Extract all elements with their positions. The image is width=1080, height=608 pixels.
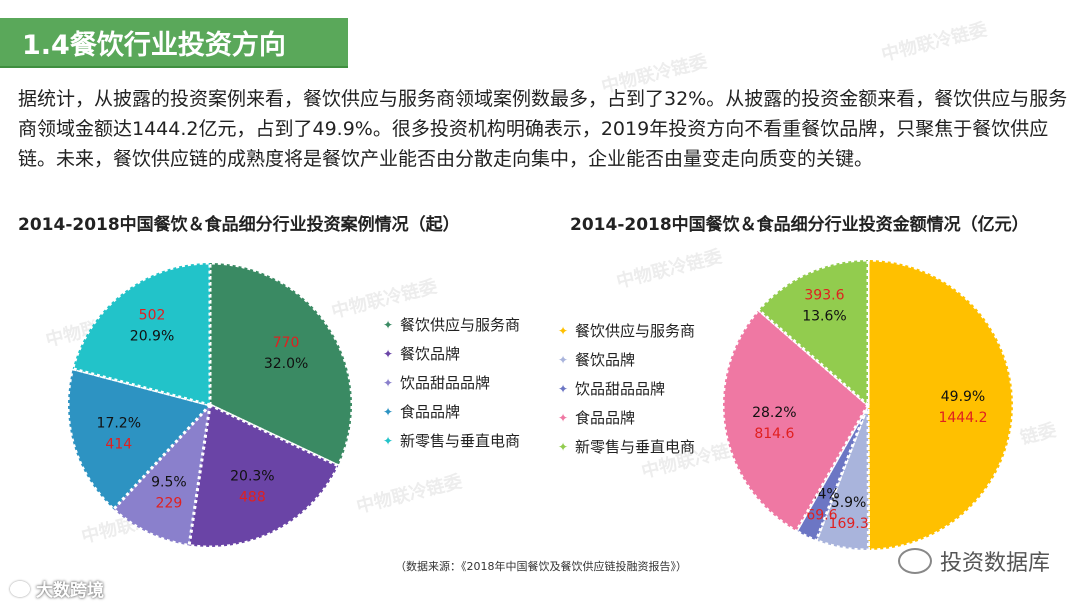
pie-slice: [66, 366, 213, 512]
legend-label: 饮品甜品品牌: [400, 374, 491, 392]
legend-marker-icon: ✦: [382, 375, 394, 390]
brand-signature: 投资数据库: [897, 545, 1050, 577]
slice-percent-label: 20.3%: [230, 468, 274, 484]
legend-label: 饮品甜品品牌: [575, 380, 666, 398]
legend-marker-icon: ✦: [557, 381, 569, 396]
footer-logo-text: 大数跨境: [36, 581, 104, 601]
brand-name: 投资数据库: [939, 551, 1050, 576]
logo-mark-icon: [10, 580, 30, 597]
pie-slice: [111, 400, 213, 548]
legend-label: 餐饮供应与服务商: [575, 322, 696, 340]
legend-item: ✦ 食品品牌: [555, 403, 695, 432]
left-chart-title: 2014-2018中国餐饮＆食品细分行业投资案例情况（起）: [18, 215, 460, 235]
data-source-note: （数据来源：《2018年中国餐饮及餐饮供应链投融资报告》）: [395, 560, 687, 573]
slice-value-label: 502: [139, 308, 166, 324]
pie-slice: [70, 261, 212, 407]
slice-value-label: 814.6: [754, 426, 794, 442]
slice-value-label: 488: [239, 489, 266, 505]
footer-logo: 大数跨境: [10, 576, 104, 601]
slice-value-label: 229: [156, 496, 183, 512]
legend-label: 餐饮供应与服务商: [400, 316, 521, 334]
right-chart-legend: ✦ 餐饮供应与服务商 ✦ 餐饮品牌 ✦ 饮品甜品品牌 ✦ 食品品牌 ✦ 新零售与垂直电商: [555, 316, 695, 461]
legend-label: 新零售与垂直电商: [575, 438, 696, 456]
slice-percent-label: 32.0%: [264, 356, 308, 372]
slice-percent-label: 49.9%: [941, 389, 985, 405]
slice-value-label: 169.3: [829, 516, 869, 532]
case-count-pie-chart: 770 32.0% 488 20.3% 229 9.5% 414 17.2% 502 20.9%: [66, 261, 354, 549]
legend-label: 餐饮品牌: [400, 345, 461, 363]
legend-item: ✦ 餐饮品牌: [555, 345, 695, 374]
legend-marker-icon: ✦: [382, 317, 394, 332]
legend-item: ✦ 饮品甜品品牌: [380, 368, 520, 397]
pie-slice: [756, 258, 870, 409]
page-title-bar: 1.4餐饮行业投资方向: [0, 18, 348, 66]
legend-item: ✦ 新零售与垂直电商: [380, 426, 520, 455]
legend-item: ✦ 餐饮品牌: [380, 339, 520, 368]
pie-slice: [208, 261, 354, 468]
legend-label: 食品品牌: [575, 409, 636, 427]
legend-marker-icon: ✦: [382, 346, 394, 361]
legend-item: ✦ 餐饮供应与服务商: [555, 316, 695, 345]
slice-value-label: 414: [105, 437, 132, 453]
pie-slice: [721, 307, 870, 534]
slice-value-label: 770: [273, 335, 300, 351]
title-underline: [0, 66, 348, 68]
slice-value-label: 69.6: [806, 508, 837, 524]
legend-item: ✦ 餐饮供应与服务商: [380, 310, 520, 339]
intro-paragraph: 据统计，从披露的投资案例来看，餐饮供应与服务商领域案例数最多，占到了32%。从披…: [18, 88, 1068, 170]
slice-percent-label: 17.2%: [97, 416, 141, 432]
slice-percent-label: 13.6%: [802, 308, 846, 324]
wechat-icon: [897, 548, 932, 574]
page-title: 1.4餐饮行业投资方向: [22, 29, 286, 61]
slice-percent-label: 28.2%: [752, 405, 796, 421]
right-chart-title: 2014-2018中国餐饮＆食品细分行业投资金额情况（亿元）: [570, 215, 1029, 235]
pie-slice: [866, 258, 1015, 552]
legend-marker-icon: ✦: [557, 410, 569, 425]
slice-percent-label: 5.9%: [831, 495, 867, 511]
slice-percent-label: 20.9%: [130, 329, 174, 345]
watermark: 中物联冷链委: [879, 19, 990, 66]
left-chart-legend: ✦ 餐饮供应与服务商 ✦ 餐饮品牌 ✦ 饮品甜品品牌 ✦ 食品品牌 ✦ 新零售与垂直电商: [380, 310, 520, 455]
legend-marker-icon: ✦: [382, 404, 394, 419]
legend-marker-icon: ✦: [557, 323, 569, 338]
legend-item: ✦ 食品品牌: [380, 397, 520, 426]
watermark: 中物联冷链委: [354, 471, 465, 518]
pie-slice: [187, 402, 341, 549]
slice-value-label: 393.6: [804, 287, 844, 303]
legend-item: ✦ 新零售与垂直电商: [555, 432, 695, 461]
legend-label: 食品品牌: [400, 403, 461, 421]
legend-marker-icon: ✦: [557, 352, 569, 367]
legend-marker-icon: ✦: [557, 439, 569, 454]
legend-item: ✦ 饮品甜品品牌: [555, 374, 695, 403]
slice-value-label: 1444.2: [938, 410, 987, 426]
investment-amount-pie-chart: 1444.249.9%169.35.9%69.62.4%814.628.2%39…: [721, 258, 1015, 552]
legend-label: 餐饮品牌: [575, 351, 636, 369]
legend-label: 新零售与垂直电商: [400, 432, 521, 450]
legend-marker-icon: ✦: [382, 433, 394, 448]
slice-percent-label: 9.5%: [151, 475, 187, 491]
